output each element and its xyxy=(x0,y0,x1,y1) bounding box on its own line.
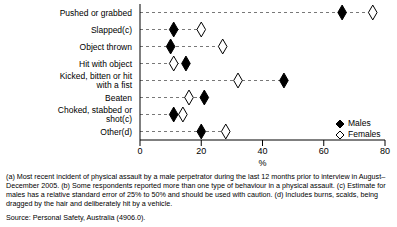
svg-text:20: 20 xyxy=(196,146,206,156)
svg-text:Beaten: Beaten xyxy=(105,93,132,103)
svg-text:Other(d): Other(d) xyxy=(100,127,132,137)
svg-text:60: 60 xyxy=(319,146,329,156)
svg-text:80: 80 xyxy=(380,146,389,156)
html-text:(a) Most recent incident of ph: (a) Most recent incident of physical ass… xyxy=(6,172,386,208)
html-text:Source: Personal Safety, Austr: Source: Personal Safety, Australia (4906… xyxy=(6,213,146,222)
svg-text:%: % xyxy=(258,158,266,168)
svg-text:Object thrown: Object thrown xyxy=(80,42,133,52)
svg-text:Choked, stabbed orshot(c): Choked, stabbed orshot(c) xyxy=(58,105,132,124)
svg-text:0: 0 xyxy=(137,146,142,156)
svg-text:Kicked, bitten or hitwith a fi: Kicked, bitten or hitwith a fist xyxy=(60,71,133,90)
svg-text:Hit with object: Hit with object xyxy=(79,59,133,69)
html-text:Males: Males xyxy=(348,118,371,128)
svg-text:Pushed or grabbed: Pushed or grabbed xyxy=(60,8,133,18)
svg-text:Slapped(c): Slapped(c) xyxy=(91,25,132,35)
svg-text:40: 40 xyxy=(257,146,267,156)
html-text:Females: Females xyxy=(348,129,381,139)
